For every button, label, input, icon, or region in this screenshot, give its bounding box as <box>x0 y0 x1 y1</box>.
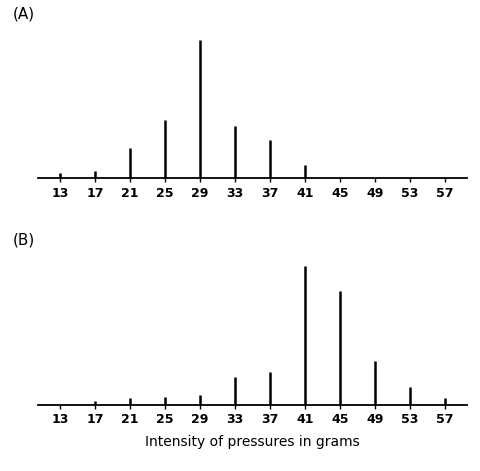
Text: (B): (B) <box>13 233 35 248</box>
X-axis label: Intensity of pressures in grams: Intensity of pressures in grams <box>145 435 359 449</box>
Text: (A): (A) <box>13 6 35 21</box>
